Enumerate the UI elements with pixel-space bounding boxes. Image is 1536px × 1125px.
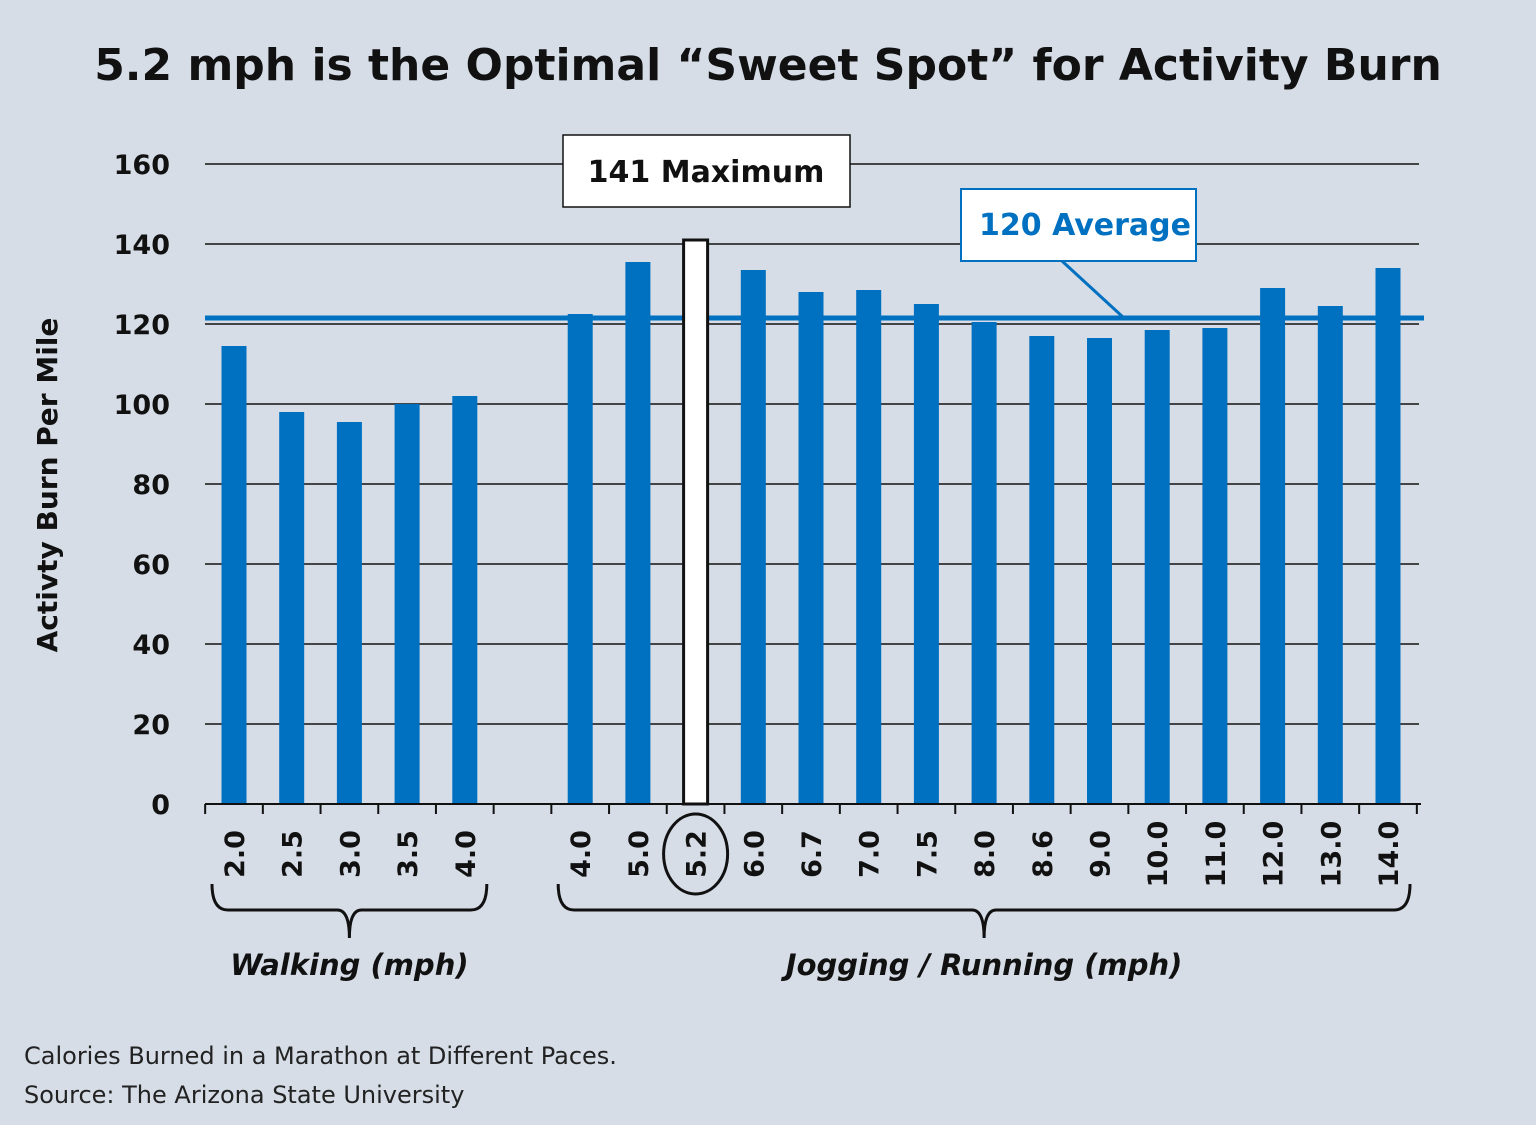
x-tick-label: 6.0 (739, 830, 770, 878)
bar (1087, 338, 1112, 804)
x-tick-label: 8.0 (970, 830, 1001, 878)
bar (1317, 306, 1343, 804)
bar (1375, 268, 1401, 804)
x-tick-label: 10.0 (1143, 821, 1174, 888)
group-label: Walking (mph) (230, 948, 468, 982)
x-tick-label: 3.5 (393, 830, 424, 878)
max-callout-label: 141 Maximum (588, 155, 825, 190)
x-tick-labels: 2.0 2.5 3.0 3.5 4.0 4.0 5.0 5.2 6.0 6.7 7.0 7.5 8.0 8… (220, 812, 1405, 896)
x-tick-label: 13.0 (1316, 821, 1347, 888)
bar (1260, 288, 1286, 804)
x-tick-label: 11.0 (1201, 821, 1232, 888)
y-tick-label: 20 (132, 710, 170, 741)
bar (452, 396, 478, 804)
y-tick-label: 160 (114, 150, 170, 181)
y-tick-label: 40 (132, 630, 170, 661)
x-tick-label: 12.0 (1259, 821, 1290, 888)
y-tick-label: 100 (114, 390, 170, 421)
x-tick-label: 6.7 (797, 830, 828, 878)
bar (1202, 328, 1228, 804)
x-tick-label: 5.2 (682, 830, 713, 878)
x-tick-label: 4.0 (566, 830, 597, 878)
average-callout-box (960, 188, 1197, 262)
x-tick-label: 3.0 (335, 830, 366, 878)
bar (1029, 336, 1055, 804)
bar (1144, 330, 1170, 804)
bar (625, 262, 651, 804)
x-tick-label: 7.0 (855, 830, 886, 878)
caption-line-2: Source: The Arizona State University (24, 1081, 464, 1109)
chart-title: 5.2 mph is the Optimal “Sweet Spot” for … (94, 40, 1442, 91)
average-leader-line (1060, 259, 1126, 320)
x-axis (204, 803, 1421, 814)
bar (971, 322, 997, 804)
bar (798, 292, 824, 804)
caption-line-1: Calories Burned in a Marathon at Differe… (24, 1042, 617, 1070)
group-bracket (556, 883, 1412, 939)
y-tick-label: 140 (114, 230, 170, 261)
x-tick-label: 5.0 (624, 830, 655, 878)
bar-highlight (682, 238, 710, 806)
group-label: Jogging / Running (mph) (781, 948, 1183, 982)
group-brackets: Walking (mph) Jogging / Running (mph) (210, 883, 1412, 982)
y-tick-label: 80 (132, 470, 170, 501)
y-tick-labels: 0 20 40 60 80 100 120 140 160 (114, 150, 170, 821)
bar (856, 290, 882, 804)
x-tick-label: 2.0 (220, 830, 251, 878)
y-tick-label: 120 (114, 310, 170, 341)
bar (336, 422, 362, 804)
callouts: 141 Maximum 120 Average (562, 134, 1197, 320)
y-axis-label: Activty Burn Per Mile (31, 318, 64, 653)
x-tick-label: 14.0 (1374, 821, 1405, 888)
bar (221, 346, 247, 804)
x-tick-label: 2.5 (278, 830, 309, 878)
x-tick-label: 8.6 (1028, 830, 1059, 878)
bar (740, 270, 766, 804)
bar (567, 314, 593, 804)
max-callout-box (562, 134, 851, 208)
x-tick-label: 9.0 (1086, 830, 1117, 878)
highlight-circle (662, 812, 730, 896)
bar (279, 412, 305, 804)
x-tick-label: 4.0 (451, 830, 482, 878)
average-callout-label: 120 Average (979, 208, 1191, 243)
y-tick-label: 60 (132, 550, 170, 581)
group-bracket (210, 883, 489, 939)
bar (394, 404, 420, 804)
y-tick-label: 0 (151, 790, 170, 821)
x-tick-label: 7.5 (912, 830, 943, 878)
bar (913, 304, 939, 804)
bars (221, 238, 1401, 806)
